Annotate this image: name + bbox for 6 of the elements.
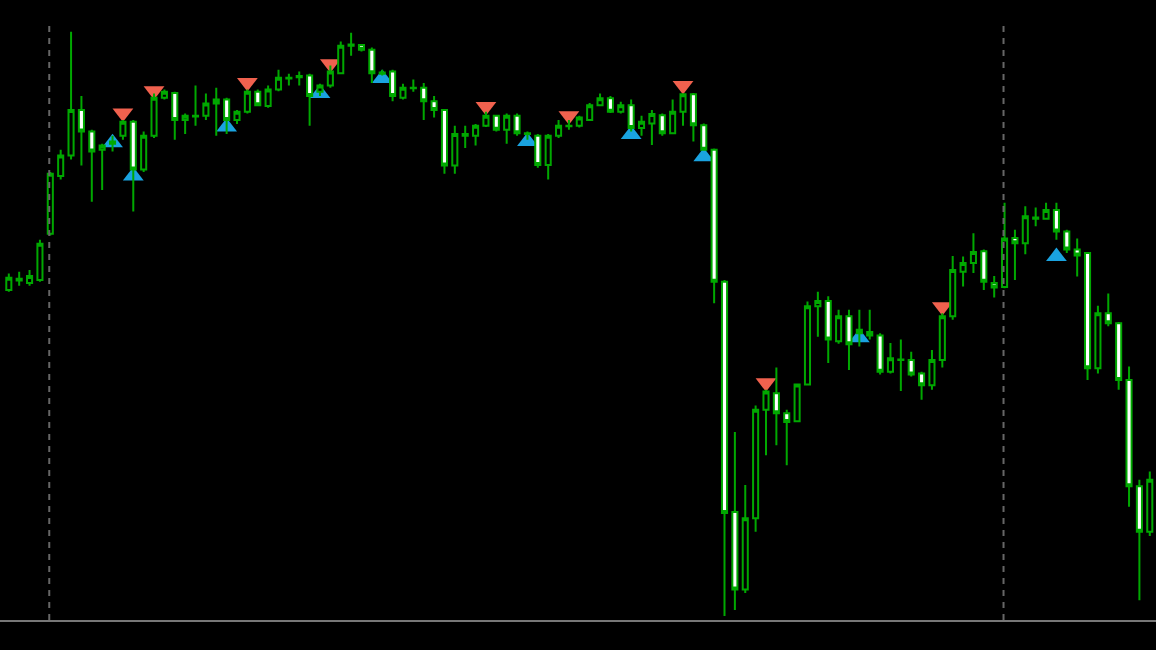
point	[1046, 247, 1067, 262]
candlestick	[98, 142, 106, 191]
candlestick	[109, 134, 117, 153]
candlestick	[119, 118, 127, 141]
candlestick	[5, 272, 13, 293]
candlestick	[534, 132, 542, 169]
